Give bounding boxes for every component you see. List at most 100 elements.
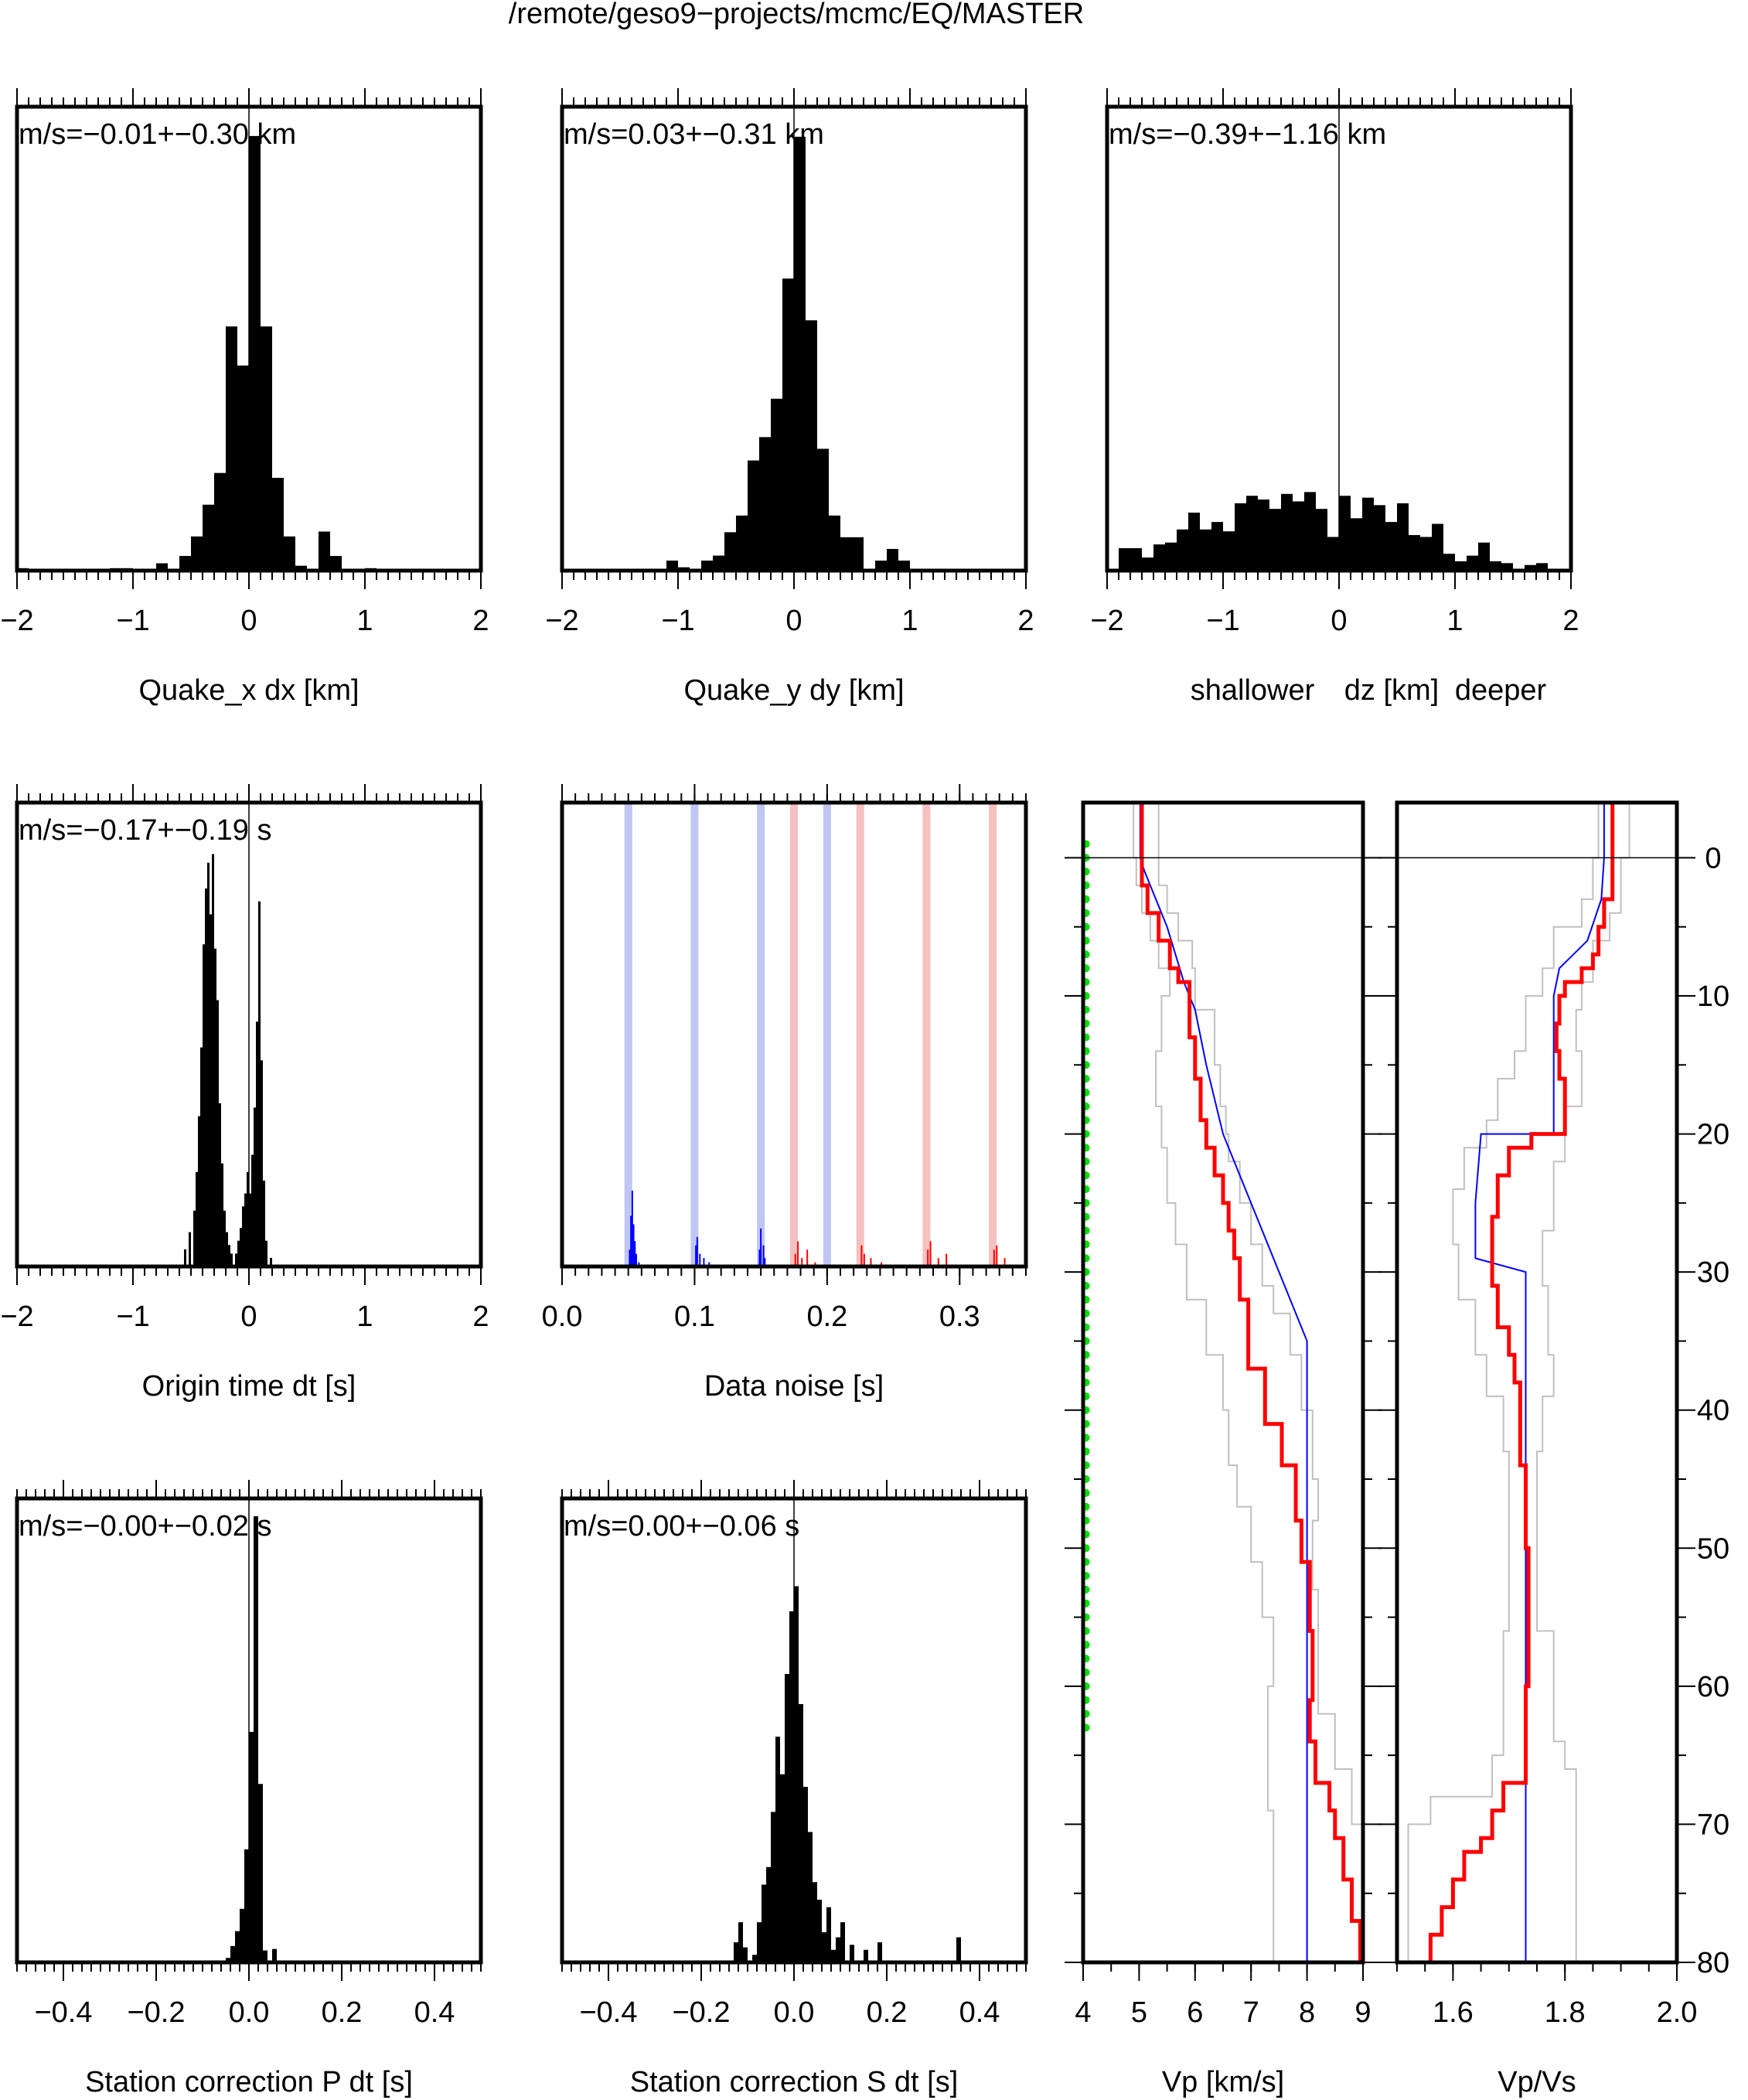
profile-series-line — [1428, 803, 1615, 1962]
panels: −2 −1 0 1 2 Quake_x dx [km] m/s=−0.01+−0.30 km… — [0, 88, 1729, 2098]
histogram-bar — [766, 1866, 771, 1962]
noise-band — [690, 803, 699, 1266]
histogram-bar — [1269, 509, 1281, 571]
depth-tick-label: 80 — [1697, 1947, 1729, 1979]
histogram-bar — [1455, 561, 1467, 571]
histogram-bar — [748, 460, 759, 571]
depth-tick-label: 30 — [1697, 1256, 1729, 1289]
histogram-bar — [829, 515, 840, 571]
profile-series-line — [1536, 803, 1630, 1962]
histogram-bar — [263, 1180, 265, 1266]
panel-origin_time: −2 −1 0 1 2 Origin time dt [s] m/s=−0.17+−0.19… — [0, 784, 489, 1403]
histogram-bar — [813, 1882, 817, 1962]
histogram-bar — [193, 1210, 196, 1266]
x-tick-label: 0.0 — [229, 1996, 270, 2029]
histogram-bar — [189, 1232, 191, 1266]
histogram-bar — [808, 1832, 813, 1962]
x-tick-label: 0.4 — [959, 1996, 1000, 2029]
histogram-bar — [214, 948, 216, 1266]
panel-data_noise: 0.0 0.1 0.2 0.3 Data noise [s] — [542, 784, 1028, 1403]
histogram-bar — [1362, 497, 1374, 571]
histogram-bar — [713, 555, 724, 571]
x-tick-label: −0.2 — [672, 1996, 730, 2029]
x-tick-label: 2 — [1562, 605, 1579, 637]
histogram-bar — [799, 1703, 803, 1962]
histogram-bar — [1223, 531, 1235, 571]
x-tick-label: −0.2 — [127, 1996, 185, 2029]
histogram-bar — [1177, 529, 1188, 571]
histogram-bar — [850, 1945, 854, 1962]
histogram-bar — [196, 1171, 198, 1266]
histogram-bar — [244, 1193, 247, 1266]
histogram-bar — [242, 1206, 244, 1266]
histogram-bar — [210, 914, 212, 1266]
histogram-bar — [762, 1884, 766, 1962]
histogram-bar — [270, 1257, 272, 1266]
histogram-bar — [198, 1116, 200, 1266]
x-tick-label: −1 — [1206, 605, 1239, 637]
x-tick-label: 1 — [901, 605, 918, 637]
histogram-bar — [1397, 503, 1409, 571]
histogram-bar — [875, 561, 887, 571]
histogram-bar — [1525, 564, 1536, 571]
histogram-bar — [771, 398, 782, 571]
histogram-bar — [1281, 493, 1293, 571]
histogram-bar — [1478, 542, 1490, 571]
x-tick-label: 0 — [1331, 605, 1347, 637]
histogram-bar — [1304, 492, 1316, 571]
x-tick-label: 1.6 — [1433, 1996, 1474, 2029]
x-tick-label: 7 — [1243, 1996, 1259, 2029]
histogram-bar — [235, 1253, 237, 1266]
profile-series-line — [1157, 803, 1364, 1962]
x-tick-label: −2 — [0, 1301, 33, 1333]
histogram-bar — [261, 1060, 263, 1266]
histogram-bar — [258, 1784, 263, 1962]
histogram-bar — [230, 1253, 233, 1266]
histogram-bar — [156, 563, 168, 571]
histogram-bar — [226, 1958, 230, 1962]
histogram-bar — [179, 556, 191, 571]
histogram-bar — [1327, 537, 1339, 571]
x-axis-label: Data noise [s] — [704, 1370, 884, 1403]
histogram-bar — [249, 1731, 254, 1962]
histogram-bar — [184, 1249, 186, 1266]
histogram-bar — [752, 1955, 757, 1962]
plot-frame — [560, 800, 1028, 1269]
histogram-bar — [1235, 503, 1246, 571]
x-tick-label: 1.8 — [1545, 1996, 1586, 2029]
x-tick-label: −0.4 — [579, 1996, 637, 2029]
depth-tick-label: 20 — [1697, 1119, 1729, 1151]
x-axis-label: Quake_y dy [km] — [683, 674, 904, 707]
histogram-bar — [1130, 547, 1142, 571]
histogram-bar — [1501, 563, 1513, 571]
x-axis-label: Vp/Vs — [1498, 2066, 1576, 2098]
x-tick-label: −2 — [0, 605, 33, 637]
histogram-bar — [956, 1937, 961, 1962]
x-tick-label: 0.3 — [939, 1301, 980, 1333]
noise-band — [989, 803, 997, 1266]
x-axis-label: Station correction S dt [s] — [630, 2066, 959, 2098]
x-tick-label: 0.4 — [414, 1996, 455, 2029]
histogram-bar — [191, 536, 203, 571]
x-tick-label: 8 — [1299, 1996, 1315, 2029]
mean-std-annotation: m/s=0.03+−0.31 km — [564, 118, 824, 151]
histogram-bar — [817, 448, 829, 571]
x-tick-label: 9 — [1354, 1996, 1371, 2029]
x-tick-label: 0.0 — [542, 1301, 583, 1333]
histogram-bar — [205, 888, 207, 1266]
histogram-bar — [1153, 544, 1165, 571]
histogram-bar — [214, 472, 226, 571]
x-tick-label: 2.0 — [1657, 1996, 1698, 2029]
histogram-bar — [221, 1163, 223, 1266]
histogram-bar — [235, 1931, 240, 1962]
histogram-bar — [1420, 537, 1432, 571]
histogram-bar — [1246, 496, 1258, 571]
x-axis-label: Vp [km/s] — [1162, 2066, 1284, 2098]
histogram-bar — [736, 515, 748, 571]
histogram-bar — [1211, 522, 1223, 571]
histogram-bar — [831, 1949, 836, 1962]
histogram-bar — [319, 531, 330, 571]
histogram-bar — [258, 901, 261, 1266]
depth-tick-label: 50 — [1697, 1532, 1729, 1565]
panel-vpvs_profile: 0 10 20 30 40 50 60 70 80 1.6 1.8 2.0 Vp/Vs — [1378, 800, 1729, 2098]
